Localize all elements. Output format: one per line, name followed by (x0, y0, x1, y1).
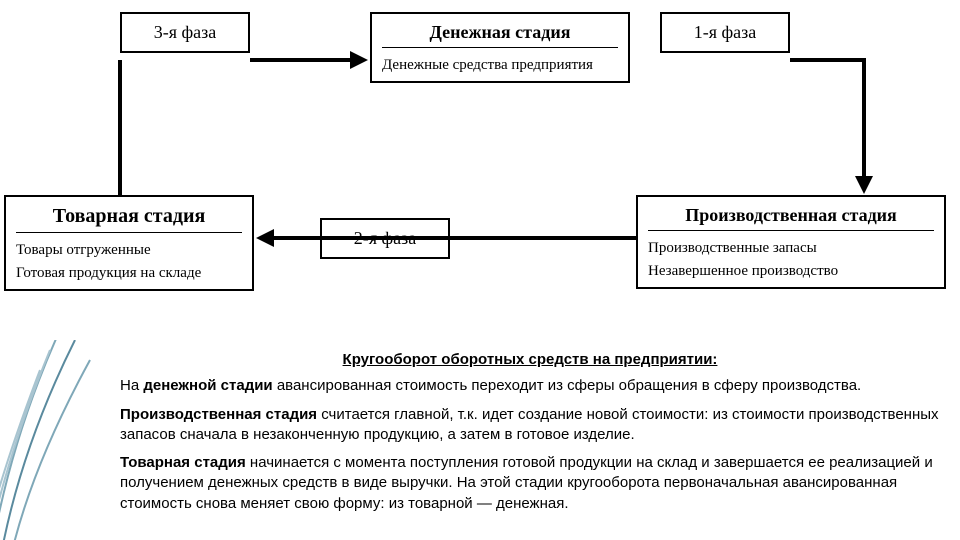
goods-stage-title: Товарная стадия (16, 201, 242, 233)
arrowhead-to-goods (256, 229, 274, 247)
money-stage-box: Денежная стадия Денежные средства предпр… (370, 12, 630, 83)
p1-after: авансированная стоимость переходит из сф… (273, 377, 862, 394)
money-stage-line-1: Денежные средства предприятия (382, 54, 618, 77)
description-text: Кругооборот оборотных средств на предпри… (120, 350, 940, 522)
goods-stage-line-2: Готовая продукция на складе (16, 262, 242, 285)
decorative-lines (0, 340, 140, 540)
paragraph-3: Товарная стадия начинается с момента пос… (120, 453, 940, 514)
money-stage-title: Денежная стадия (382, 18, 618, 48)
paragraph-1: На денежной стадии авансированная стоимо… (120, 376, 940, 396)
goods-stage-box: Товарная стадия Товары отгруженные Готов… (4, 195, 254, 291)
p1-before: На (120, 377, 143, 394)
goods-stage-line-1: Товары отгруженные (16, 239, 242, 262)
p2-bold: Производственная стадия (120, 406, 317, 423)
arrowhead-to-prod (855, 176, 873, 194)
flowchart-diagram: 3-я фаза 1-я фаза 2-я фаза Денежная стад… (0, 0, 960, 340)
arrowhead-to-money (350, 51, 368, 69)
paragraph-2: Производственная стадия считается главно… (120, 405, 940, 446)
text-heading: Кругооборот оборотных средств на предпри… (120, 350, 940, 370)
decor-svg (0, 340, 140, 540)
phase3-box: 3-я фаза (120, 12, 250, 53)
arrow-money-down (862, 58, 866, 178)
prod-stage-box: Производственная стадия Производственные… (636, 195, 946, 289)
arrow-prod-left (272, 236, 636, 240)
prod-stage-line-2: Незавершенное производство (648, 260, 934, 283)
arrow-money-right (790, 58, 866, 62)
arrow-goods-right (250, 58, 352, 62)
p1-bold: денежной стадии (143, 377, 272, 394)
p3-bold: Товарная стадия (120, 454, 246, 471)
prod-stage-title: Производственная стадия (648, 201, 934, 231)
prod-stage-line-1: Производственные запасы (648, 237, 934, 260)
arrow-goods-up (118, 60, 122, 195)
phase1-box: 1-я фаза (660, 12, 790, 53)
